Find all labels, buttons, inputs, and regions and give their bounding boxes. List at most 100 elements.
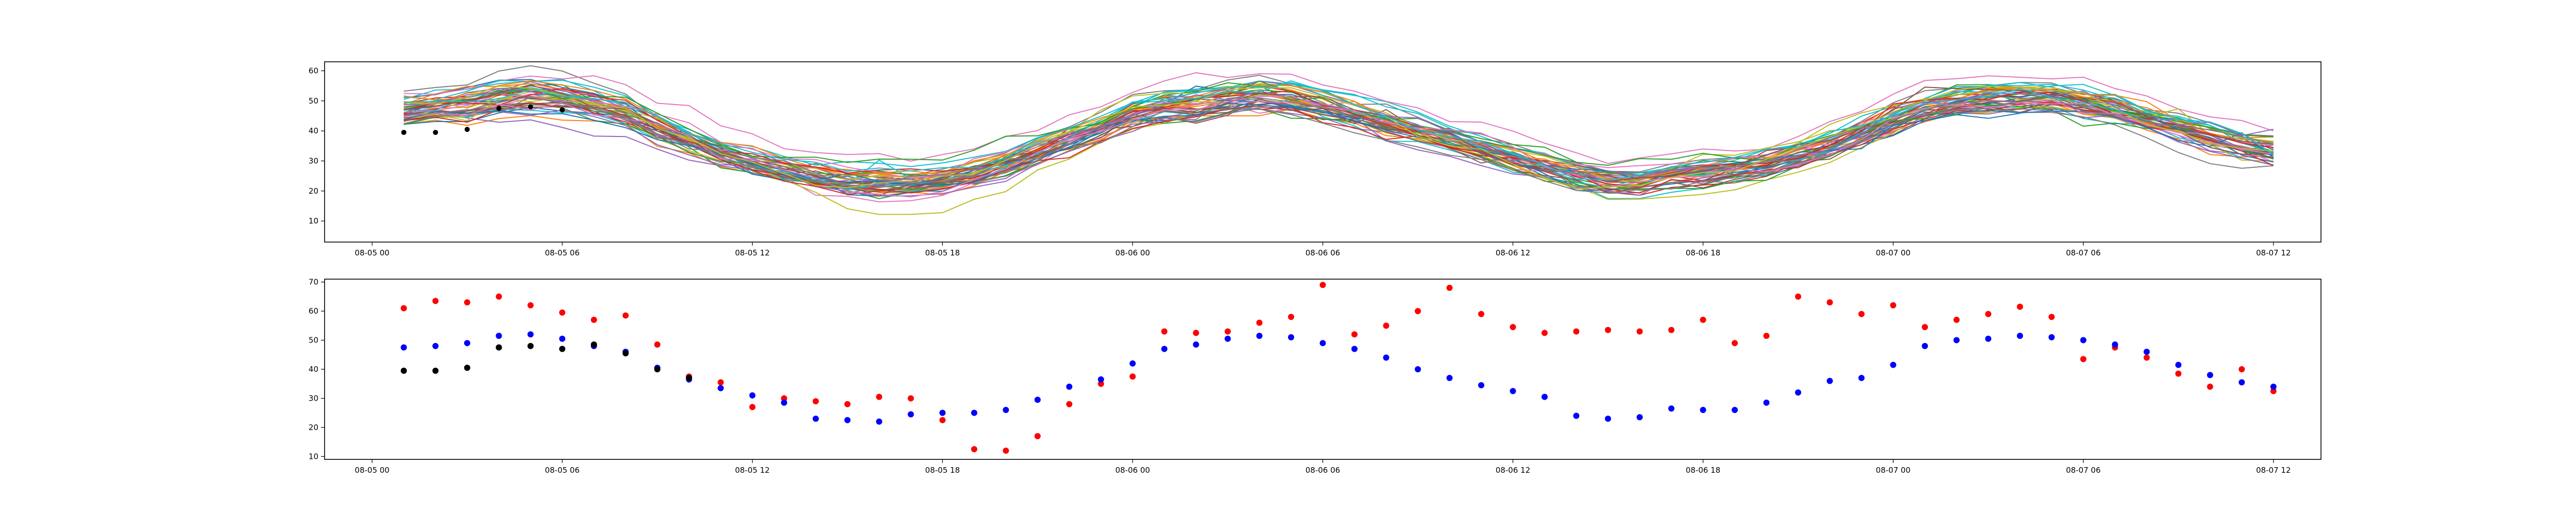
top-x-tick-label: 08-06 00	[1115, 248, 1150, 258]
scatter-point-series-1	[1351, 346, 1358, 352]
scatter-point-series-0	[1287, 314, 1294, 320]
scatter-point-series-0	[1415, 308, 1421, 315]
top-x-tick-label: 08-05 06	[545, 248, 580, 258]
scatter-point-series-0	[559, 309, 566, 316]
scatter-point-series-1	[1097, 376, 1104, 383]
scatter-point-series-0	[2080, 356, 2087, 363]
top-x-tick-label: 08-07 06	[2066, 248, 2100, 258]
bottom-y-tick-label: 50	[309, 336, 318, 345]
scatter-point-series-0	[654, 341, 660, 348]
bottom-y-tick-label: 60	[309, 306, 318, 316]
scatter-point-series-0	[1826, 299, 1833, 306]
scatter-point-series-0	[1700, 317, 1706, 323]
top-y-tick-label: 50	[309, 96, 318, 106]
scatter-point-series-0	[1224, 328, 1231, 335]
scatter-point-series-0	[1383, 322, 1389, 329]
scatter-point-series-0	[1763, 333, 1770, 339]
ensemble-member-line	[403, 65, 2274, 178]
scatter-point-series-0	[1605, 327, 1612, 333]
scatter-point-series-0	[1573, 328, 1580, 335]
scatter-point-series-1	[907, 411, 914, 418]
scatter-point-series-2	[622, 350, 629, 356]
scatter-point-series-1	[1161, 346, 1167, 352]
scatter-point-series-0	[939, 417, 946, 423]
top-x-tick-label: 08-05 12	[735, 248, 770, 258]
scatter-point-series-0	[496, 293, 502, 300]
scatter-point-series-2	[590, 341, 597, 348]
top-y-tick-label: 20	[309, 186, 318, 196]
scatter-point-series-0	[1732, 340, 1738, 347]
scatter-point-series-1	[2143, 349, 2150, 355]
scatter-point-series-0	[622, 312, 629, 319]
observed-point	[528, 104, 533, 110]
scatter-point-series-0	[1541, 330, 1548, 336]
scatter-point-series-0	[1256, 319, 1263, 326]
scatter-chart: 08-05 00 08-05 06 08-05 12 08-05 18 08-06 00…	[309, 278, 2321, 475]
scatter-point-series-1	[1319, 340, 1326, 347]
scatter-point-series-1	[559, 335, 566, 342]
scatter-point-series-0	[971, 446, 977, 453]
ensemble-member-line	[403, 95, 2274, 187]
scatter-point-series-0	[590, 317, 597, 323]
top-x-tick-label: 08-06 12	[1496, 248, 1530, 258]
bottom-y-tick-label: 40	[309, 365, 318, 374]
ensemble-line-chart: 08-05 00 08-05 06 08-05 12 08-05 18 08-06 00…	[309, 61, 2321, 258]
scatter-point-series-0	[1478, 311, 1485, 317]
scatter-point-series-0	[1890, 302, 1896, 308]
scatter-point-series-0	[844, 401, 851, 407]
top-x-tick-label: 08-06 06	[1306, 248, 1340, 258]
scatter-point-series-1	[1256, 333, 1263, 339]
scatter-point-series-0	[1129, 373, 1136, 380]
top-x-tick-label: 08-05 18	[925, 248, 960, 258]
scatter-point-series-0	[2048, 314, 2055, 320]
scatter-point-series-0	[1351, 331, 1358, 338]
observed-point	[496, 106, 502, 111]
scatter-point-series-0	[1985, 311, 1992, 317]
scatter-point-series-0	[1066, 401, 1073, 407]
bottom-y-tick-label: 10	[309, 452, 318, 461]
scatter-point-series-0	[1668, 327, 1675, 333]
scatter-point-series-1	[1985, 335, 1992, 342]
scatter-point-series-0	[876, 393, 883, 400]
scatter-point-series-1	[717, 385, 724, 391]
scatter-point-series-1	[2048, 334, 2055, 340]
scatter-point-series-1	[2207, 372, 2213, 379]
bottom-x-tick-label: 08-05 06	[545, 466, 580, 475]
scatter-point-series-1	[1636, 414, 1643, 421]
scatter-point-series-2	[654, 366, 660, 372]
scatter-point-series-1	[1795, 389, 1802, 396]
bottom-x-tick-label: 08-06 00	[1115, 466, 1150, 475]
observed-point	[464, 127, 470, 132]
scatter-point-series-2	[464, 365, 470, 371]
observed-point	[433, 130, 438, 135]
top-y-tick-label: 10	[309, 216, 318, 226]
scatter-point-series-1	[2175, 362, 2182, 368]
observed-point	[560, 107, 565, 113]
scatter-point-series-1	[2112, 341, 2119, 348]
bottom-x-tick-label: 08-06 12	[1496, 466, 1530, 475]
scatter-point-series-1	[1193, 341, 1199, 348]
ensemble-member-line	[403, 72, 2274, 164]
scatter-point-series-1	[1478, 382, 1485, 389]
bottom-x-tick-label: 08-07 00	[1876, 466, 1910, 475]
scatter-point-series-1	[1541, 393, 1548, 400]
scatter-point-series-0	[464, 299, 470, 306]
scatter-point-series-0	[400, 305, 407, 312]
scatter-point-series-1	[1003, 407, 1009, 414]
scatter-point-series-0	[907, 395, 914, 402]
scatter-point-series-0	[1003, 448, 1009, 454]
scatter-point-series-1	[432, 342, 439, 349]
scatter-point-series-0	[2175, 370, 2182, 377]
scatter-point-series-1	[1224, 335, 1231, 342]
scatter-point-series-2	[496, 344, 502, 351]
scatter-point-series-1	[812, 415, 819, 422]
scatter-point-series-1	[464, 340, 470, 347]
scatter-point-series-1	[496, 333, 502, 339]
scatter-point-series-1	[876, 418, 883, 425]
scatter-point-series-0	[2239, 366, 2245, 372]
bottom-y-tick-label: 20	[309, 423, 318, 432]
scatter-point-series-0	[527, 302, 534, 308]
scatter-point-series-1	[1953, 337, 1960, 344]
scatter-point-series-1	[2080, 337, 2087, 344]
